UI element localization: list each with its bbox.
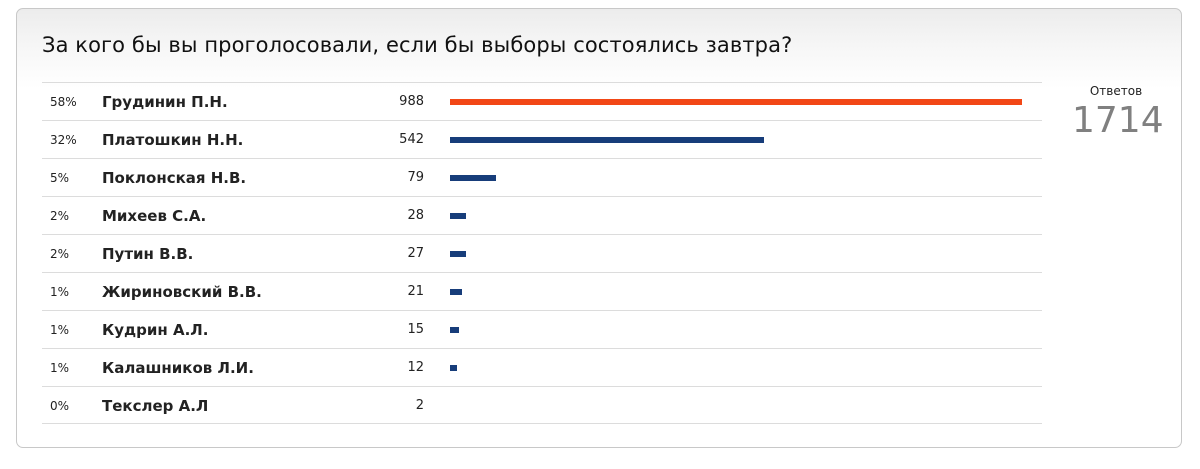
row-vote-count: 12: [407, 360, 424, 375]
vote-bar: [450, 289, 462, 295]
row-candidate-name: Жириновский В.В.: [102, 283, 262, 301]
row-percent: 5%: [50, 171, 70, 185]
row-percent: 2%: [50, 247, 70, 261]
row-candidate-name: Кудрин А.Л.: [102, 321, 209, 339]
vote-bar: [450, 365, 457, 371]
row-percent: 32%: [50, 133, 77, 147]
row-percent: 58%: [50, 95, 77, 109]
table-row: 2% Путин В.В. 27: [42, 234, 1042, 272]
row-percent: 1%: [50, 285, 70, 299]
row-candidate-name: Грудинин П.Н.: [102, 93, 228, 111]
row-candidate-name: Текслер А.Л: [102, 397, 209, 415]
table-row: 32% Платошкин Н.Н. 542: [42, 120, 1042, 158]
row-candidate-name: Михеев С.А.: [102, 207, 207, 225]
table-row: 58% Грудинин П.Н. 988: [42, 82, 1042, 120]
row-percent: 0%: [50, 399, 70, 413]
vote-bar: [450, 175, 496, 181]
row-vote-count: 15: [407, 322, 424, 337]
table-row: 1% Кудрин А.Л. 15: [42, 310, 1042, 348]
row-vote-count: 27: [407, 246, 424, 261]
row-candidate-name: Путин В.В.: [102, 245, 194, 263]
total-responses-value: 1714: [1072, 100, 1164, 141]
table-row: 5% Поклонская Н.В. 79: [42, 158, 1042, 196]
row-vote-count: 988: [399, 94, 424, 109]
total-responses-label: Ответов: [1089, 84, 1143, 98]
row-candidate-name: Платошкин Н.Н.: [102, 131, 244, 149]
row-vote-count: 79: [407, 170, 424, 185]
vote-bar: [450, 251, 466, 257]
row-vote-count: 542: [399, 132, 424, 147]
row-percent: 2%: [50, 209, 70, 223]
table-row: 1% Жириновский В.В. 21: [42, 272, 1042, 310]
row-percent: 1%: [50, 323, 70, 337]
table-row: 0% Текслер А.Л 2: [42, 386, 1042, 424]
poll-card: [16, 8, 1182, 448]
table-row: 2% Михеев С.А. 28: [42, 196, 1042, 234]
poll-title: За кого бы вы проголосовали, если бы выб…: [42, 33, 793, 57]
total-responses: Ответов 1714: [1072, 84, 1164, 142]
row-vote-count: 28: [407, 208, 424, 223]
poll-results-table: 58% Грудинин П.Н. 988 32% Платошкин Н.Н. 542 5…: [42, 82, 1042, 424]
row-candidate-name: Поклонская Н.В.: [102, 169, 247, 187]
row-candidate-name: Калашников Л.И.: [102, 359, 254, 377]
row-vote-count: 21: [407, 284, 424, 299]
row-vote-count: 2: [415, 398, 424, 413]
vote-bar: [450, 213, 466, 219]
row-percent: 1%: [50, 361, 70, 375]
vote-bar: [450, 99, 1022, 105]
table-row: 1% Калашников Л.И. 12: [42, 348, 1042, 386]
vote-bar: [450, 327, 459, 333]
vote-bar: [450, 137, 764, 143]
